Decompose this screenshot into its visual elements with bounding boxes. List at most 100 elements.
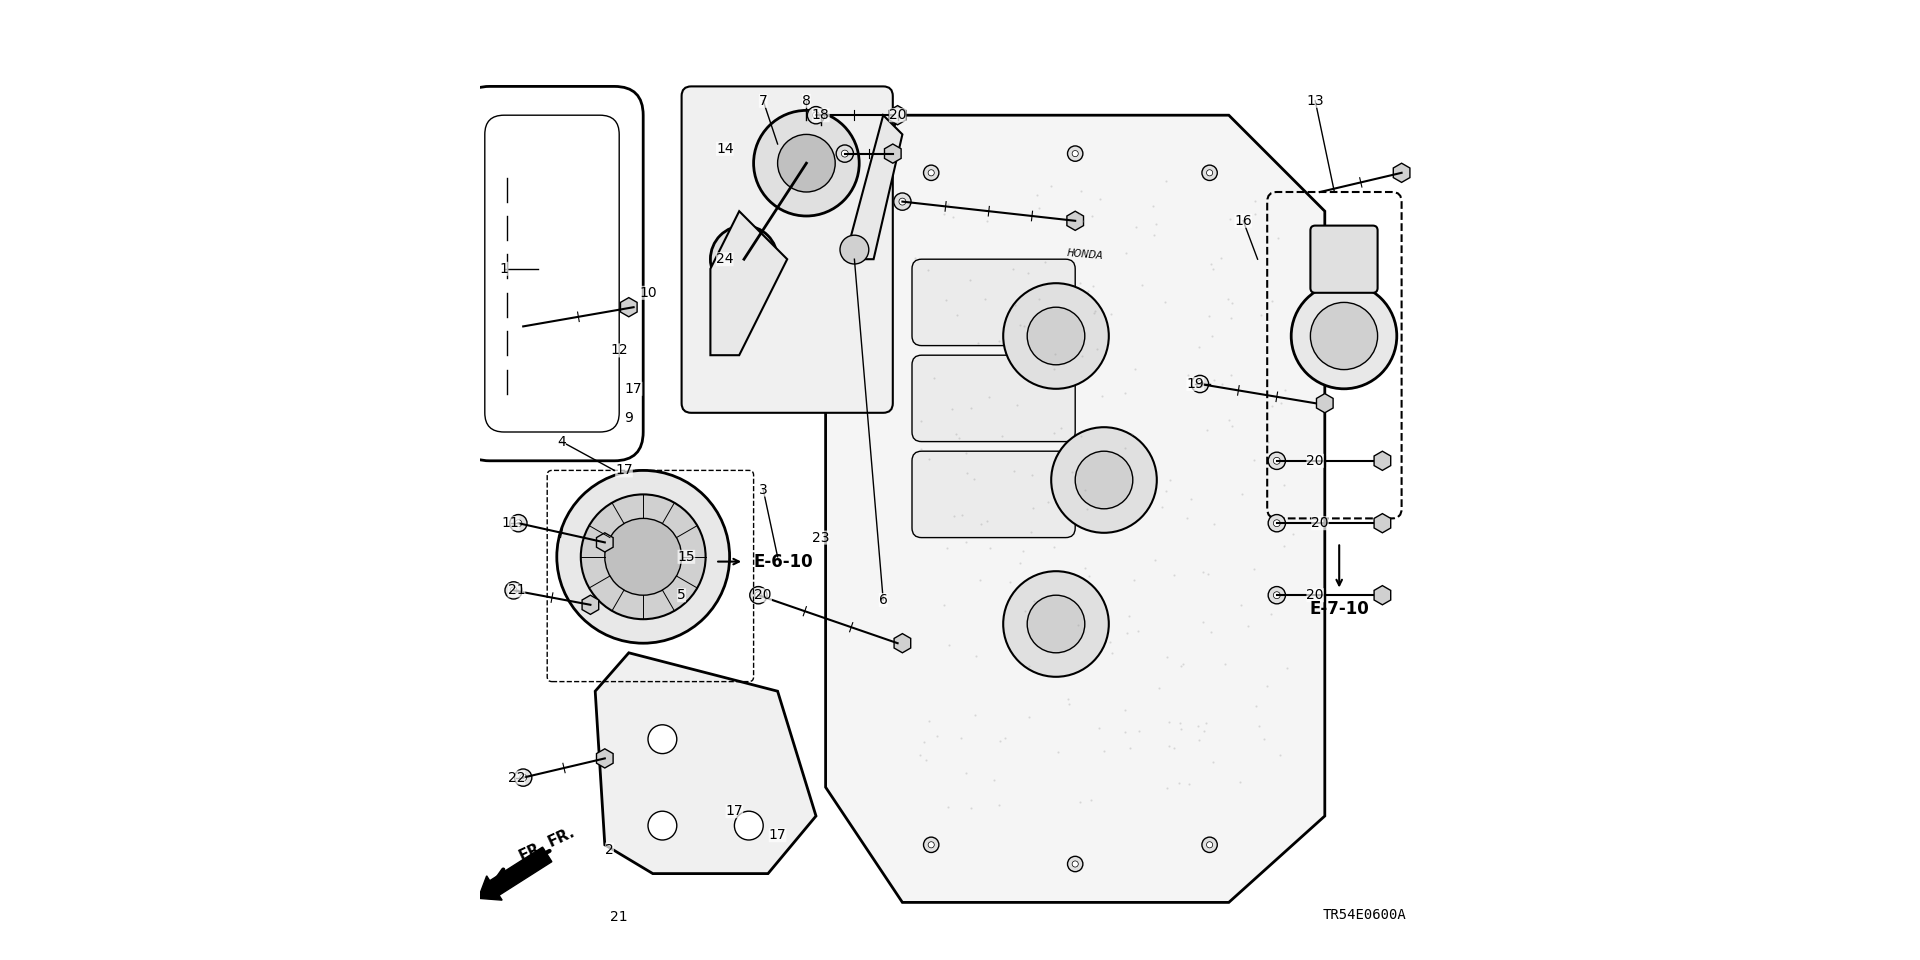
Circle shape [924, 165, 939, 180]
Point [989, 730, 1020, 745]
Text: 15: 15 [678, 550, 695, 564]
Point [1206, 251, 1236, 266]
Point [995, 574, 1025, 589]
Point [1277, 527, 1308, 542]
Point [1083, 720, 1114, 735]
Point [947, 508, 977, 523]
Point [1175, 492, 1206, 507]
Point [1014, 709, 1044, 725]
Point [904, 747, 935, 762]
Point [1110, 385, 1140, 400]
Point [941, 426, 972, 442]
Point [899, 251, 929, 266]
Polygon shape [595, 653, 816, 874]
Point [960, 648, 991, 663]
Point [1152, 780, 1183, 796]
Point [1192, 566, 1223, 582]
Polygon shape [1068, 211, 1083, 230]
Circle shape [924, 837, 939, 852]
Point [1018, 593, 1048, 609]
Point [964, 573, 995, 588]
Circle shape [893, 193, 910, 210]
Point [1021, 187, 1052, 203]
Point [1010, 604, 1041, 619]
Polygon shape [826, 115, 1325, 902]
Point [1160, 740, 1190, 756]
Point [1137, 198, 1167, 213]
Point [1150, 295, 1181, 310]
Point [1154, 738, 1185, 754]
Point [1213, 291, 1244, 306]
Point [1196, 624, 1227, 639]
Point [947, 730, 977, 745]
Text: 20: 20 [889, 108, 906, 122]
Point [1164, 775, 1194, 790]
Point [987, 428, 1018, 444]
Point [970, 291, 1000, 306]
Point [1112, 625, 1142, 640]
Point [973, 540, 1004, 556]
Text: 20: 20 [1306, 588, 1325, 602]
Text: 1: 1 [499, 262, 509, 276]
Circle shape [1196, 380, 1204, 388]
Point [973, 389, 1004, 404]
Point [906, 441, 937, 456]
Point [945, 430, 975, 445]
Point [1269, 539, 1300, 554]
Point [1139, 228, 1169, 243]
Point [1150, 484, 1181, 499]
Point [972, 213, 1002, 228]
Circle shape [1002, 571, 1110, 677]
Text: 20: 20 [1306, 454, 1325, 468]
Point [1238, 562, 1269, 577]
Text: 20: 20 [755, 588, 772, 602]
Text: E-7-10: E-7-10 [1309, 600, 1369, 618]
Point [908, 734, 939, 750]
Point [1079, 303, 1110, 319]
Text: 4: 4 [557, 435, 566, 448]
Circle shape [710, 226, 778, 293]
Point [1139, 553, 1169, 568]
Point [1110, 724, 1140, 739]
Text: 3: 3 [758, 483, 768, 496]
Point [912, 262, 943, 277]
Point [1029, 254, 1060, 270]
Point [1256, 398, 1286, 414]
Point [1150, 174, 1181, 189]
Text: TR54E0600A: TR54E0600A [1323, 907, 1405, 922]
Polygon shape [597, 749, 612, 768]
Point [1068, 348, 1098, 364]
Point [1198, 754, 1229, 769]
Point [1008, 543, 1039, 559]
Point [929, 206, 960, 222]
FancyBboxPatch shape [912, 451, 1075, 538]
Text: 18: 18 [812, 108, 829, 122]
Point [914, 713, 945, 729]
Text: 13: 13 [1306, 94, 1325, 108]
Text: 2: 2 [605, 843, 614, 856]
Point [1116, 426, 1146, 442]
Point [1196, 328, 1227, 344]
Circle shape [812, 111, 820, 119]
Point [1152, 649, 1183, 664]
Point [1000, 396, 1031, 412]
Point [1238, 452, 1269, 468]
Text: 12: 12 [611, 344, 628, 357]
Point [933, 636, 964, 652]
Point [1033, 494, 1064, 510]
Point [983, 797, 1014, 812]
Point [1194, 308, 1225, 324]
Circle shape [1002, 283, 1110, 389]
Point [1004, 555, 1035, 570]
Point [1069, 561, 1100, 576]
Point [1183, 718, 1213, 733]
Circle shape [755, 591, 762, 599]
Point [1167, 656, 1198, 671]
Point [1056, 464, 1087, 479]
Point [1039, 425, 1069, 441]
Circle shape [1267, 587, 1286, 604]
Text: 16: 16 [1235, 214, 1252, 228]
Point [1075, 792, 1106, 807]
Polygon shape [1375, 451, 1390, 470]
Point [1071, 501, 1102, 516]
